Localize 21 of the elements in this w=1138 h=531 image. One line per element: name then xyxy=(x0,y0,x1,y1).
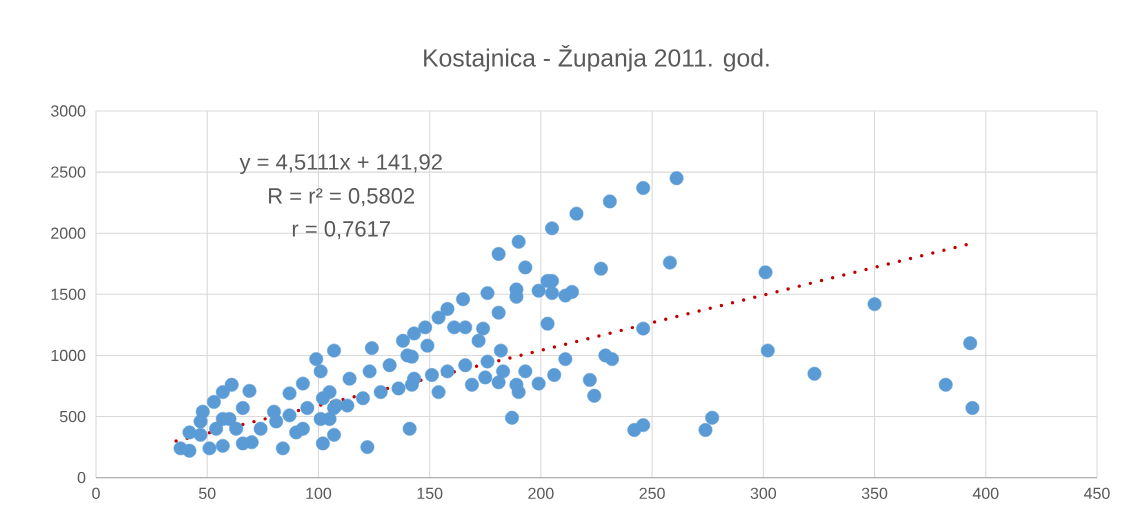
x-tick-label: 0 xyxy=(92,487,100,500)
annotation: r = 0,7617 xyxy=(292,221,390,240)
y-tick-label: 0 xyxy=(77,471,86,484)
y-tick-label: 1500 xyxy=(51,288,86,300)
x-tick-label: 400 xyxy=(972,487,999,500)
x-tick-label: 200 xyxy=(528,487,554,500)
annotation: y = 4,5111x + 141,92 xyxy=(239,154,442,175)
x-tick-label: 250 xyxy=(639,487,665,500)
y-tick-label: 1000 xyxy=(51,349,86,362)
x-tick-label: 50 xyxy=(198,487,216,500)
y-tick-label: 500 xyxy=(59,410,86,423)
chart-title: Kostajnica - Županja 2011. god. xyxy=(424,44,769,72)
x-tick-label: 450 xyxy=(1084,487,1110,500)
x-tick-label: 100 xyxy=(306,487,332,500)
annotation: R = r² = 0,5802 xyxy=(269,188,415,207)
y-tick-label: 2000 xyxy=(51,227,86,239)
x-tick-label: 300 xyxy=(750,487,777,500)
y-tick-label: 3000 xyxy=(50,105,86,117)
x-tick-label: 150 xyxy=(417,487,443,500)
x-tick-label: 350 xyxy=(861,487,888,500)
y-tick-label: 2500 xyxy=(51,166,86,178)
